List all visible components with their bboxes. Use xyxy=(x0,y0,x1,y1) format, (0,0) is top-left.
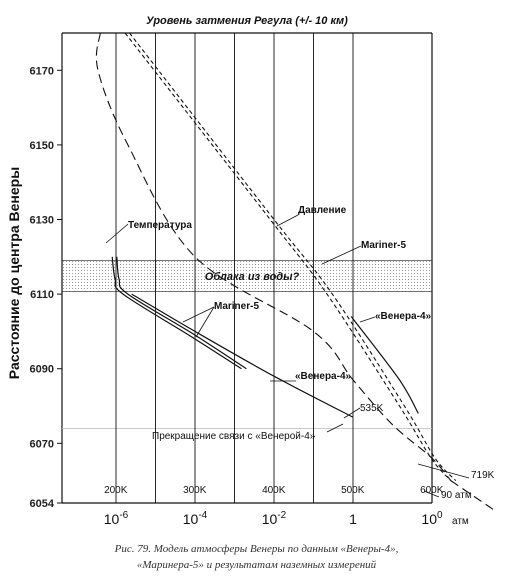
cloud-band-layer xyxy=(61,260,433,292)
annotation-venera4-left: «Венера-4» xyxy=(295,371,352,382)
venus-atmosphere-chart: Облака из воды? 6054 6070 6090 6110 6130 6150 6… xyxy=(6,15,498,527)
x-tick-label: 10-2 xyxy=(262,510,287,527)
series-temperature-extension xyxy=(450,480,498,513)
leader-719k xyxy=(417,463,470,479)
text-layer: Облака из воды? 6054 6070 6090 6110 6130 6150 6… xyxy=(6,15,495,527)
y-axis-label: Расстояние до центра Венеры xyxy=(6,167,22,379)
annotation-pressure: Давление xyxy=(298,205,347,216)
x-tick-label: 1 xyxy=(349,511,357,527)
chart-title: Уровень затмения Регула (+/- 10 км) xyxy=(146,15,348,27)
leader-mariner5-bottom-a xyxy=(182,306,215,323)
leader-mariner5-top xyxy=(321,245,362,265)
cloud-band-label: Облака из воды? xyxy=(205,271,300,283)
annotation-mariner5-top: Mariner-5 xyxy=(361,240,406,251)
temperature-tick-label: 200K xyxy=(104,485,128,496)
annotation-719k: 719K xyxy=(471,470,495,481)
x-tick-label: 100 xyxy=(421,510,443,527)
temperature-tick-label: 500K xyxy=(341,485,365,496)
series-layer xyxy=(95,32,498,513)
annotation-temperature: Температура xyxy=(128,220,192,231)
temperature-tick-label: 400K xyxy=(262,485,286,496)
y-tick-label: 6070 xyxy=(30,438,54,450)
leader-mariner5-bottom-b xyxy=(195,306,215,338)
leader-venera4-right xyxy=(359,316,376,323)
annotation-venera4-right: «Венера-4» xyxy=(375,311,432,322)
series-line-venera4_t xyxy=(131,293,354,418)
leader-90atm xyxy=(423,490,440,498)
annotation-signal-loss: Прекращение связи с «Венерой-4» xyxy=(152,431,316,442)
y-tick-label: 6110 xyxy=(30,289,54,301)
leader-pressure xyxy=(276,214,299,227)
annotation-90atm: 90 атм xyxy=(441,490,472,501)
y-tick-label: 6054 xyxy=(30,498,55,510)
y-tick-label: 6150 xyxy=(30,140,54,152)
leader-535k xyxy=(343,407,361,419)
series-line-venera4_p xyxy=(350,316,419,414)
temperature-tick-label: 300K xyxy=(183,485,207,496)
y-tick-label: 6170 xyxy=(30,65,54,77)
series-line-temperature xyxy=(95,32,452,481)
leader-temperature xyxy=(105,223,129,244)
grid-layer xyxy=(57,32,433,504)
y-tick-label: 6130 xyxy=(30,215,54,227)
x-tick-label: 10-6 xyxy=(104,510,129,527)
series-line-mariner5_a xyxy=(116,256,247,370)
leader-signal-loss xyxy=(326,423,344,433)
cloud-band xyxy=(61,260,433,292)
y-tick-label: 6090 xyxy=(30,364,54,376)
figure-caption-line1: Рис. 79. Модель атмосферы Венеры по данн… xyxy=(114,543,399,555)
annotation-535k: 535K xyxy=(360,403,384,414)
figure-caption-line2: «Маринера-5» и результатам наземных изме… xyxy=(136,559,377,571)
temperature-tick-label: 600K xyxy=(420,485,444,496)
series-line-pressure_a xyxy=(129,32,457,481)
x-tick-label: 10-4 xyxy=(183,510,208,527)
series-line-pressure_b xyxy=(124,32,452,481)
series-line-mariner5_b xyxy=(111,256,242,370)
x-unit-label: атм xyxy=(452,516,469,527)
annotation-mariner5-bottom: Mariner-5 xyxy=(214,301,259,312)
